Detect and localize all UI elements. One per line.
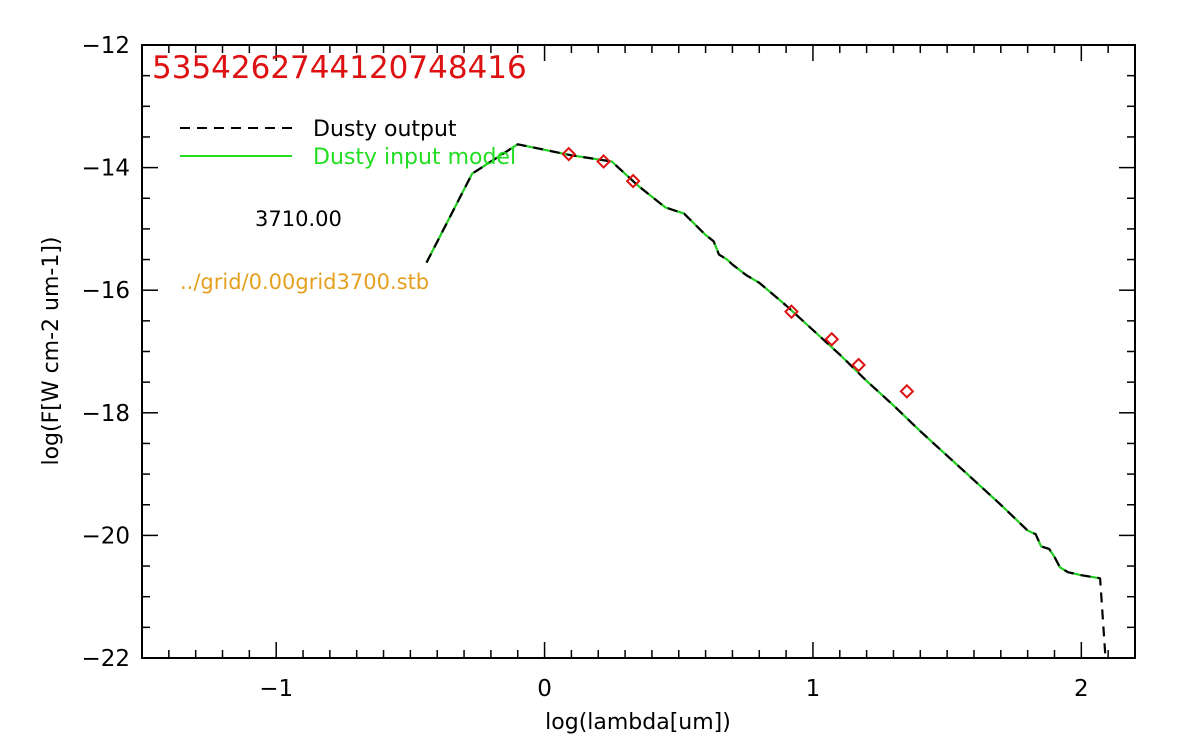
data-point-diamond xyxy=(851,357,866,373)
y-tick-label: −12 xyxy=(81,33,130,59)
y-tick-label: −16 xyxy=(81,278,130,304)
data-point-diamond xyxy=(625,173,641,189)
data-point-diamond xyxy=(899,383,915,399)
object-id-label: 535426274412074841​6 xyxy=(152,50,527,86)
legend-label-dusty-input-model: Dusty input model xyxy=(313,145,516,170)
model-file-label: ../grid/0.00grid3700.stb xyxy=(180,270,429,294)
data-point-diamond xyxy=(824,331,840,347)
tick-labels: −1 0 1 2 −22 −20 −18 −16 −14 −12 xyxy=(81,33,1088,702)
marker-layer xyxy=(561,146,915,399)
x-tick-label: 1 xyxy=(806,676,821,702)
x-tick-label: 2 xyxy=(1074,676,1089,702)
y-tick-label: −14 xyxy=(81,156,130,182)
x-tick-label: −1 xyxy=(259,676,293,702)
y-tick-label: −22 xyxy=(81,646,130,672)
data-point-diamond xyxy=(596,154,612,169)
y-tick-label: −18 xyxy=(81,401,130,427)
plot-frame xyxy=(141,44,1136,659)
temperature-label: 3710.00 xyxy=(255,207,342,231)
y-axis-title: log(F[W cm-2 um-1]) xyxy=(39,236,64,465)
series-layer xyxy=(425,143,1107,659)
data-point-diamond xyxy=(561,146,577,162)
series-line-dusty-input-model xyxy=(425,143,1101,580)
data-point-diamond xyxy=(784,304,799,320)
axis-ticks xyxy=(141,44,1136,659)
x-axis-title: log(lambda[um]) xyxy=(545,710,731,735)
y-tick-label: −20 xyxy=(81,523,130,549)
legend: Dusty output Dusty input model xyxy=(180,117,516,170)
series-line-dusty-output xyxy=(425,143,1107,659)
legend-label-dusty-output: Dusty output xyxy=(313,117,457,142)
x-tick-label: 0 xyxy=(537,676,552,702)
